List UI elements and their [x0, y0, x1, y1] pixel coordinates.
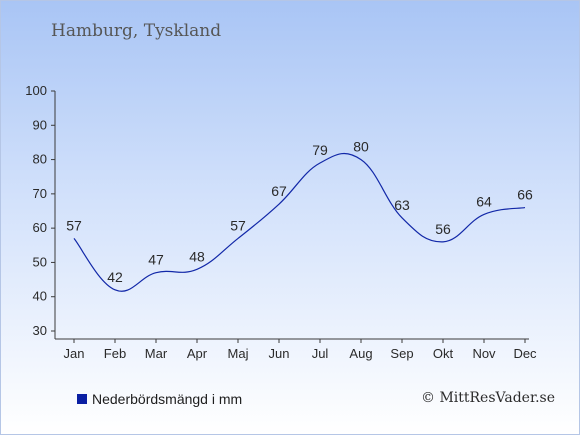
x-tick-label: Aug: [349, 346, 372, 361]
data-label: 79: [312, 142, 328, 158]
axes: 30 40 50 60 70 80 90 100 Jan Feb Mar Apr Maj Jun Jul Au…: [25, 83, 537, 361]
x-tick-label: Jun: [269, 346, 290, 361]
legend: Nederbördsmängd i mm: [77, 391, 242, 407]
legend-swatch: [77, 394, 87, 404]
credit-text: © MittResVader.se: [421, 390, 556, 406]
data-label: 80: [353, 139, 369, 155]
data-label: 42: [107, 269, 123, 285]
data-label: 66: [517, 187, 533, 203]
x-tick-label: Nov: [472, 346, 496, 361]
data-labels: 57 42 47 48 57 67 79 80 63 56 64 66: [66, 139, 533, 285]
series: [73, 152, 526, 292]
series-line: [73, 152, 526, 292]
data-label: 48: [189, 248, 205, 264]
legend-label: Nederbördsmängd i mm: [92, 391, 243, 407]
x-tick-label: Jul: [312, 346, 329, 361]
chart-title: Hamburg, Tyskland: [51, 21, 222, 41]
y-tick-label: 70: [33, 186, 47, 201]
x-tick-label: Jan: [64, 346, 85, 361]
data-label: 56: [435, 221, 451, 237]
y-tick-label: 90: [33, 117, 47, 132]
y-tick-label: 40: [33, 289, 47, 304]
x-tick-label: Mar: [145, 346, 168, 361]
x-tick-label: Feb: [104, 346, 126, 361]
data-label: 67: [271, 183, 287, 199]
y-tick-label: 100: [25, 83, 47, 98]
data-label: 63: [394, 197, 410, 213]
x-tick-label: Okt: [433, 346, 454, 361]
y-tick-label: 60: [33, 220, 47, 235]
data-label: 57: [66, 217, 82, 233]
y-tick-label: 80: [33, 152, 47, 167]
y-tick-label: 50: [33, 254, 47, 269]
x-tick-label: Maj: [228, 346, 249, 361]
y-tick-label: 30: [33, 323, 47, 338]
data-label: 47: [148, 252, 164, 268]
x-tick-label: Sep: [390, 346, 413, 361]
data-label: 57: [230, 217, 246, 233]
x-tick-label: Dec: [513, 346, 537, 361]
x-tick-label: Apr: [187, 346, 208, 361]
data-label: 64: [476, 193, 492, 209]
